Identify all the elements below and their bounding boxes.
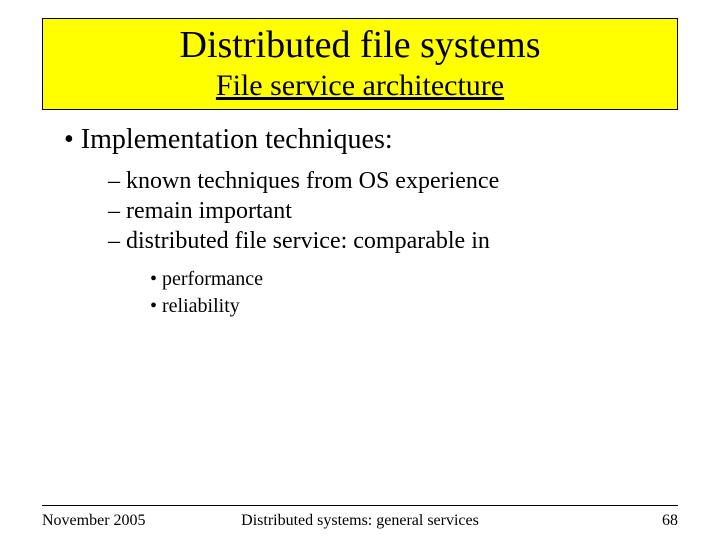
slide-footer: November 2005 Distributed systems: gener… [42,505,678,530]
slide-content: Implementation techniques: known techniq… [42,124,678,320]
bullet-level2: remain important [108,196,678,226]
bullet-level3: reliability [150,293,678,320]
bullet-level2: distributed file service: comparable in [108,226,678,256]
slide-subtitle: File service architecture [43,69,677,103]
bullet-level2: known techniques from OS experience [108,166,678,196]
footer-page-number: 68 [491,512,678,530]
slide-title: Distributed file systems [43,23,677,67]
footer-row: November 2005 Distributed systems: gener… [42,512,678,530]
footer-divider [42,505,678,506]
footer-title: Distributed systems: general services [229,512,491,530]
level3-group: performance reliability [42,266,678,320]
bullet-level1: Implementation techniques: [64,124,678,156]
title-box: Distributed file systems File service ar… [42,18,678,110]
bullet-level3: performance [150,266,678,293]
footer-date: November 2005 [42,512,229,530]
